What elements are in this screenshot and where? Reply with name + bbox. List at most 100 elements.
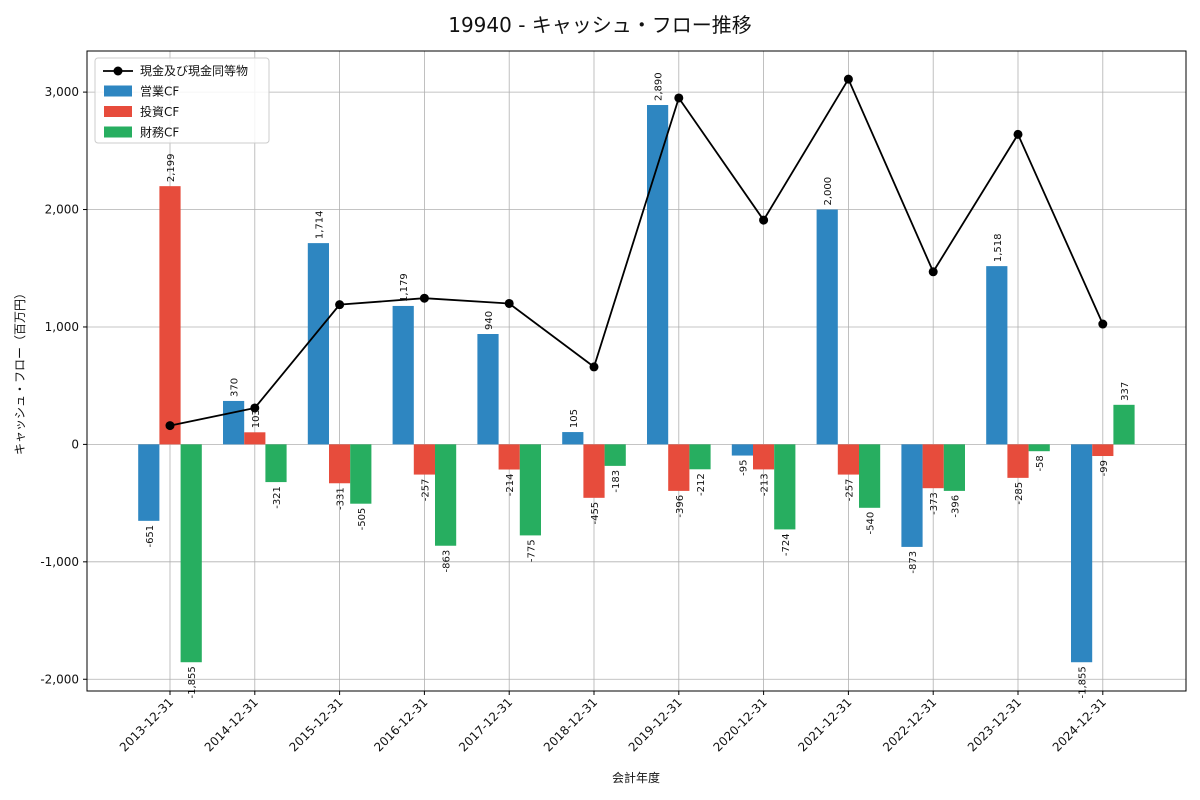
- cash-point: [928, 267, 938, 277]
- x-tick-label: 2014-12-31: [202, 695, 261, 754]
- bar: [753, 444, 775, 470]
- data-label: -651: [145, 525, 156, 548]
- bar: [159, 186, 181, 445]
- legend-label: 財務CF: [140, 125, 179, 140]
- cash-point: [335, 300, 345, 310]
- data-label: -396: [950, 495, 961, 518]
- data-label: -321: [272, 486, 283, 509]
- bar: [265, 444, 287, 483]
- bar: [922, 444, 944, 489]
- bar: [1071, 444, 1093, 663]
- data-label: -873: [908, 551, 919, 574]
- cash-point: [504, 298, 514, 308]
- x-tick-label: 2023-12-31: [965, 695, 1024, 754]
- legend-label: 現金及び現金同等物: [140, 63, 248, 78]
- x-tick-label: 2018-12-31: [541, 695, 600, 754]
- cash-point: [1098, 319, 1108, 329]
- x-tick-label: 2022-12-31: [880, 695, 939, 754]
- bar: [1113, 404, 1135, 445]
- x-tick-label: 2016-12-31: [371, 695, 430, 754]
- data-label: -257: [420, 479, 431, 502]
- data-label: 1,179: [399, 273, 410, 302]
- x-axis-label: 会計年度: [612, 770, 660, 785]
- data-label: -505: [357, 508, 368, 531]
- bar: [604, 444, 626, 466]
- data-label: -1,855: [1078, 666, 1089, 698]
- cash-point: [419, 293, 429, 303]
- bar: [413, 444, 435, 475]
- cash-line-layer: [165, 74, 1108, 431]
- cash-line: [169, 77, 1104, 427]
- bar: [223, 400, 245, 445]
- bar: [1028, 444, 1050, 452]
- data-label: 103: [251, 409, 262, 428]
- x-tick-label: 2013-12-31: [117, 695, 176, 754]
- bar: [583, 444, 605, 498]
- cash-point: [674, 93, 684, 103]
- data-label: -775: [526, 539, 537, 562]
- bar: [689, 444, 711, 470]
- data-label: -373: [929, 492, 940, 515]
- bar: [1092, 444, 1114, 457]
- x-tick-label: 2017-12-31: [456, 695, 515, 754]
- data-label: -863: [442, 550, 453, 573]
- cash-point: [1013, 129, 1023, 139]
- x-tick-label: 2024-12-31: [1050, 695, 1109, 754]
- data-label: -331: [336, 487, 347, 510]
- bar: [816, 209, 838, 445]
- cash-point: [843, 74, 853, 84]
- grid-lines: [87, 51, 1186, 691]
- x-tick-label: 2021-12-31: [795, 695, 854, 754]
- bar: [774, 444, 796, 530]
- data-label: -214: [505, 474, 516, 497]
- legend-swatch: [104, 106, 132, 117]
- legend-label: 投資CF: [140, 104, 179, 119]
- legend-label: 営業CF: [140, 85, 179, 99]
- x-tick-label: 2019-12-31: [626, 695, 685, 754]
- data-label: -213: [760, 473, 771, 496]
- bar: [519, 444, 541, 536]
- data-label: -99: [1099, 460, 1110, 476]
- data-label: 2,000: [823, 177, 834, 206]
- bar: [435, 444, 457, 546]
- bar: [392, 305, 414, 445]
- cash-point: [165, 421, 175, 431]
- bar: [647, 105, 669, 445]
- bar: [859, 444, 881, 508]
- chart-title: 19940 - キャッシュ・フロー推移: [448, 13, 752, 37]
- bar: [350, 444, 372, 504]
- bar: [180, 444, 202, 663]
- y-tick-label: 3,000: [45, 85, 79, 99]
- y-tick-label: 0: [71, 437, 79, 451]
- y-axis-label: キャッシュ・フロー（百万円）: [13, 287, 27, 455]
- data-label: 370: [230, 378, 241, 397]
- data-label: -58: [1035, 455, 1046, 471]
- data-label: -724: [781, 533, 792, 556]
- legend-swatch: [104, 126, 132, 138]
- data-label: 2,199: [166, 154, 177, 183]
- bar: [1007, 444, 1029, 478]
- bar: [731, 444, 753, 456]
- data-label: -285: [1014, 482, 1025, 505]
- bars-layer: [138, 105, 1135, 663]
- bar: [668, 444, 690, 491]
- bar: [562, 432, 584, 445]
- data-label: 1,518: [993, 233, 1004, 262]
- y-axis: -2,000 -1,000 0 1,000 2,000 3,000: [40, 85, 87, 686]
- bar: [837, 444, 859, 475]
- x-axis: 2013-12-31 2014-12-31 2015-12-31 2016-12-31…: [117, 691, 1109, 754]
- x-tick-label: 2015-12-31: [287, 695, 346, 754]
- y-tick-label: -1,000: [40, 555, 79, 569]
- cash-point: [759, 215, 769, 225]
- bar: [477, 334, 499, 445]
- y-tick-label: -2,000: [40, 672, 79, 686]
- data-labels-layer: -651 370 1,714 1,179 940 105 2,890 -95 2,000 -873…: [145, 72, 1131, 698]
- y-tick-label: 2,000: [45, 203, 79, 217]
- data-label: -95: [738, 460, 749, 476]
- x-tick-label: 2020-12-31: [711, 695, 770, 754]
- data-label: -212: [696, 473, 707, 496]
- data-label: -257: [844, 479, 855, 502]
- data-label: 337: [1120, 382, 1131, 401]
